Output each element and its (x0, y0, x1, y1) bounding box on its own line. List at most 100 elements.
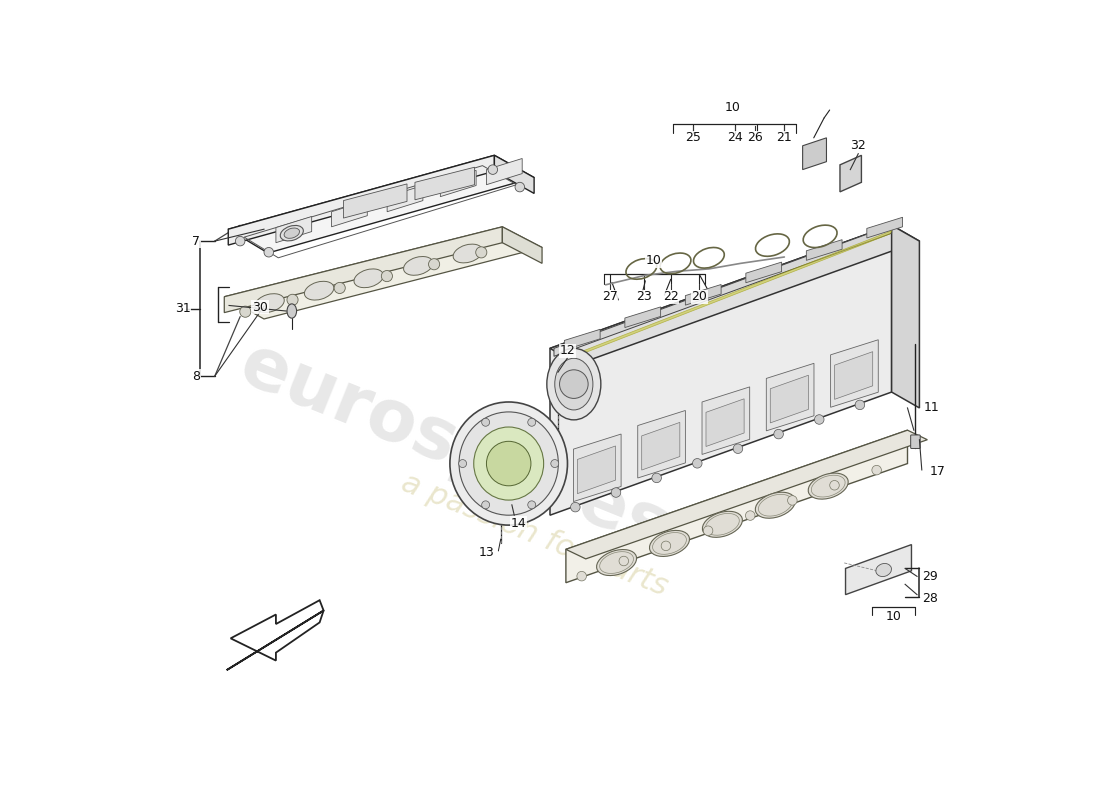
Polygon shape (440, 170, 476, 197)
Polygon shape (494, 155, 535, 194)
Circle shape (619, 556, 628, 566)
Circle shape (429, 258, 440, 270)
Text: 11: 11 (923, 402, 939, 414)
Circle shape (551, 459, 559, 467)
Polygon shape (565, 430, 927, 559)
Circle shape (240, 306, 251, 318)
Circle shape (382, 270, 393, 282)
Circle shape (488, 165, 497, 174)
Text: 17: 17 (930, 465, 946, 478)
Polygon shape (550, 226, 892, 515)
Circle shape (482, 501, 490, 509)
Polygon shape (343, 184, 407, 218)
Polygon shape (830, 340, 878, 407)
Polygon shape (224, 227, 542, 319)
Polygon shape (767, 363, 814, 431)
Ellipse shape (596, 550, 637, 575)
Polygon shape (685, 285, 722, 305)
Polygon shape (564, 330, 601, 350)
Text: 20: 20 (692, 290, 707, 303)
Polygon shape (276, 217, 311, 242)
Text: 10: 10 (725, 101, 740, 114)
Circle shape (788, 496, 798, 505)
Polygon shape (806, 240, 843, 260)
Circle shape (855, 400, 865, 410)
Circle shape (872, 466, 881, 475)
Ellipse shape (649, 530, 690, 557)
Polygon shape (550, 226, 920, 364)
Ellipse shape (255, 294, 284, 313)
Text: 27: 27 (602, 290, 617, 303)
Text: 10: 10 (646, 254, 661, 267)
Polygon shape (702, 387, 750, 454)
Text: 8: 8 (192, 370, 200, 382)
Ellipse shape (453, 244, 483, 263)
Circle shape (486, 442, 531, 486)
Text: 23: 23 (636, 290, 651, 303)
Circle shape (693, 458, 702, 468)
Circle shape (612, 488, 620, 498)
Circle shape (576, 571, 586, 581)
Circle shape (661, 541, 671, 550)
Text: 31: 31 (175, 302, 190, 315)
Text: 13: 13 (478, 546, 494, 559)
Text: 28: 28 (922, 592, 937, 605)
Text: eurospares: eurospares (230, 330, 680, 566)
Circle shape (560, 370, 588, 398)
Ellipse shape (459, 412, 559, 515)
Text: 29: 29 (922, 570, 937, 583)
Ellipse shape (876, 563, 891, 577)
Text: 7: 7 (192, 234, 200, 248)
Polygon shape (867, 218, 903, 238)
Text: 22: 22 (663, 290, 679, 303)
Circle shape (814, 414, 824, 424)
Polygon shape (387, 186, 422, 212)
Polygon shape (565, 430, 907, 582)
Text: 32: 32 (850, 139, 866, 152)
Ellipse shape (554, 358, 593, 410)
Polygon shape (803, 138, 826, 170)
Circle shape (264, 247, 274, 257)
Ellipse shape (354, 269, 384, 288)
Circle shape (287, 294, 298, 306)
Ellipse shape (808, 473, 848, 499)
Ellipse shape (280, 226, 304, 241)
Circle shape (773, 430, 783, 439)
Text: 21: 21 (777, 131, 792, 144)
Text: a passion for parts: a passion for parts (397, 468, 672, 602)
Polygon shape (835, 352, 872, 399)
Circle shape (528, 418, 536, 426)
Circle shape (652, 473, 661, 482)
Polygon shape (892, 226, 920, 408)
Polygon shape (503, 227, 542, 263)
Circle shape (528, 501, 536, 509)
Circle shape (482, 418, 490, 426)
Text: 30: 30 (252, 301, 268, 314)
Polygon shape (331, 201, 367, 227)
Ellipse shape (404, 257, 433, 275)
Ellipse shape (284, 228, 299, 238)
Circle shape (459, 459, 466, 467)
Ellipse shape (474, 427, 543, 500)
Polygon shape (770, 375, 808, 423)
Polygon shape (746, 262, 782, 282)
Circle shape (829, 481, 839, 490)
Polygon shape (641, 422, 680, 470)
Polygon shape (846, 545, 912, 594)
Text: 12: 12 (560, 344, 575, 358)
Text: 14: 14 (510, 517, 526, 530)
Polygon shape (486, 158, 522, 185)
Polygon shape (578, 230, 892, 355)
Polygon shape (227, 600, 323, 670)
Circle shape (515, 182, 525, 192)
Text: 25: 25 (685, 131, 701, 144)
FancyBboxPatch shape (911, 435, 921, 449)
Polygon shape (840, 155, 861, 192)
Ellipse shape (756, 492, 795, 518)
Circle shape (746, 510, 755, 520)
Circle shape (235, 236, 245, 246)
Ellipse shape (450, 402, 568, 525)
Circle shape (334, 282, 345, 294)
Circle shape (734, 444, 742, 454)
Text: 24: 24 (727, 131, 742, 144)
